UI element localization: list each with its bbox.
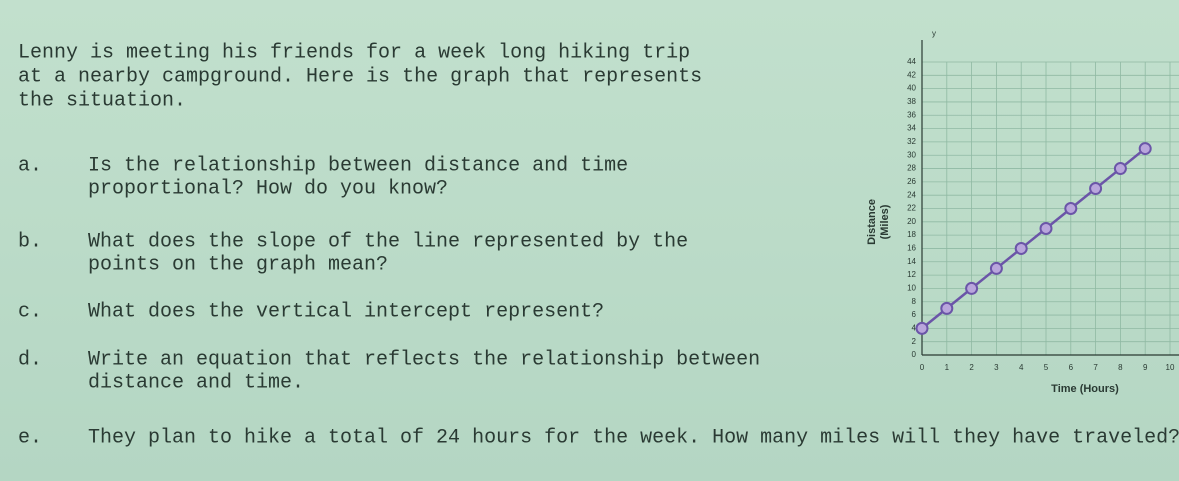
y-axis-label: (Miles) (879, 204, 891, 239)
intro-line: Lenny is meeting his friends for a week … (18, 41, 690, 64)
y-tick-label: 30 (907, 150, 916, 159)
data-point (965, 281, 979, 295)
data-point (989, 261, 1003, 275)
y-tick-label: 22 (907, 204, 916, 213)
y-tick-label: 8 (912, 297, 917, 306)
x-tick-label: 5 (1044, 363, 1049, 372)
x-tick-label: 1 (945, 363, 950, 372)
x-tick-label: 3 (994, 363, 999, 372)
question-line: What does the vertical intercept represe… (88, 300, 604, 323)
x-tick-label: 7 (1093, 363, 1098, 372)
y-tick-label: 26 (907, 177, 916, 186)
y-tick-label: 0 (912, 350, 917, 359)
x-tick-label: 8 (1118, 363, 1123, 372)
x-tick-label: 6 (1069, 363, 1074, 372)
y-tick-label: 36 (907, 110, 916, 119)
question-line: Is the relationship between distance and… (88, 154, 628, 177)
y-tick-label: 4 (912, 323, 917, 332)
y-tick-label: 6 (912, 310, 917, 319)
x-tick-label: 2 (969, 363, 974, 372)
data-point (1089, 182, 1103, 196)
y-tick-label: 28 (907, 164, 916, 173)
data-point (940, 301, 954, 315)
question-letter: e. (18, 426, 42, 449)
question-letter: b. (18, 230, 42, 253)
y-tick-label: 14 (907, 257, 916, 266)
question-line: Write an equation that reflects the rela… (88, 348, 760, 371)
y-tick-label: 10 (907, 284, 916, 293)
axis-symbol: y (932, 29, 936, 38)
question-line: They plan to hike a total of 24 hours fo… (88, 426, 1179, 449)
y-tick-label: 2 (912, 337, 917, 346)
y-tick-label: 12 (907, 270, 916, 279)
y-tick-label: 34 (907, 124, 916, 133)
x-tick-label: 9 (1143, 363, 1148, 372)
data-point (1113, 162, 1127, 176)
data-point (1138, 142, 1152, 156)
data-point (1064, 202, 1078, 215)
intro-line: the situation. (18, 89, 186, 112)
x-tick-label: 10 (1166, 363, 1175, 372)
data-point (915, 321, 929, 335)
x-tick-label: 4 (1019, 363, 1024, 372)
data-line (921, 147, 1146, 330)
question-line: points on the graph mean? (88, 253, 388, 276)
y-tick-label: 42 (907, 70, 916, 79)
y-tick-label: 16 (907, 244, 916, 253)
y-tick-label: 40 (907, 84, 916, 93)
intro-line: at a nearby campground. Here is the grap… (18, 65, 702, 88)
question-line: What does the slope of the line represen… (88, 230, 688, 253)
x-axis-label: Time (Hours) (1051, 383, 1119, 395)
y-tick-label: 32 (907, 137, 916, 146)
y-axis-label: Distance (866, 199, 878, 245)
y-tick-label: 18 (907, 230, 916, 239)
y-tick-label: 38 (907, 97, 916, 106)
question-letter: d. (18, 348, 42, 371)
x-tick-label: 0 (920, 363, 925, 372)
data-point (1014, 241, 1028, 255)
question-letter: c. (18, 300, 42, 323)
y-tick-label: 24 (907, 190, 916, 199)
question-letter: a. (18, 154, 42, 177)
y-tick-label: 20 (907, 217, 916, 226)
y-tick-label: 44 (907, 57, 916, 66)
question-line: distance and time. (88, 371, 304, 394)
data-point (1039, 221, 1053, 235)
question-line: proportional? How do you know? (88, 177, 448, 200)
